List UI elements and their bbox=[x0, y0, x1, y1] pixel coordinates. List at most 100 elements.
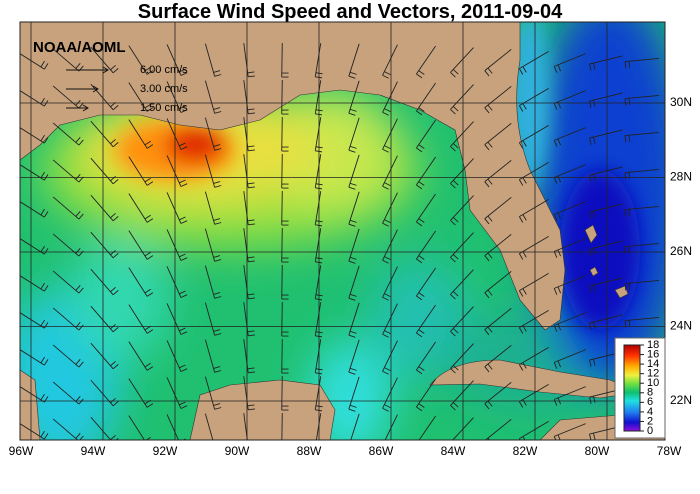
wind-vector bbox=[518, 161, 549, 186]
wind-vector bbox=[348, 302, 360, 338]
wind-vector bbox=[416, 119, 436, 153]
wind-vector bbox=[382, 377, 398, 412]
wind-vector bbox=[484, 122, 512, 151]
latitude-label: 30N bbox=[670, 95, 692, 109]
wind-vector bbox=[553, 164, 586, 184]
wind-vector bbox=[589, 55, 623, 71]
wind-vector bbox=[450, 232, 474, 263]
wind-vector bbox=[243, 302, 256, 337]
longitude-label: 86W bbox=[369, 444, 394, 458]
wind-vector bbox=[348, 191, 360, 227]
wind-vector bbox=[204, 339, 222, 373]
wind-vectors bbox=[20, 42, 659, 440]
wind-vector bbox=[348, 265, 360, 301]
axis-labels: 96W 94W 92W 90W 88W 86W 84W 82W 80W 78W 30N 28N 26N 2… bbox=[9, 95, 692, 458]
wind-vector bbox=[52, 344, 84, 368]
wind-vector bbox=[418, 415, 436, 440]
frame bbox=[19, 21, 666, 441]
longitude-label: 94W bbox=[81, 444, 106, 458]
wind-vector bbox=[484, 48, 512, 77]
wind-vector bbox=[128, 341, 154, 371]
wind-vector bbox=[416, 341, 436, 375]
wind-vector bbox=[384, 414, 398, 440]
wind-vector bbox=[166, 192, 188, 224]
wind-vector bbox=[128, 119, 154, 149]
wind-vector bbox=[348, 228, 360, 264]
wind-vector bbox=[243, 228, 256, 263]
wind-vector bbox=[204, 413, 214, 440]
graticule bbox=[20, 22, 665, 440]
wind-vector bbox=[416, 304, 436, 338]
colorbar-label: 8 bbox=[647, 387, 653, 399]
longitude-label: 78W bbox=[657, 444, 682, 458]
wind-vector bbox=[166, 377, 188, 409]
wind-vector bbox=[281, 42, 289, 78]
wind-vector bbox=[553, 201, 586, 221]
wind-vector bbox=[382, 340, 398, 375]
wind-vector bbox=[382, 44, 398, 79]
wind-vector bbox=[348, 339, 360, 375]
wind-vector bbox=[348, 154, 360, 190]
wind-vector bbox=[204, 302, 222, 336]
wind-vector bbox=[450, 47, 474, 78]
wind-vector bbox=[484, 270, 512, 299]
wind-vector bbox=[382, 155, 398, 190]
wind-vector bbox=[484, 381, 512, 410]
wind-vector bbox=[589, 129, 623, 145]
wind-vector bbox=[518, 235, 549, 260]
wind-vector bbox=[281, 338, 289, 374]
legend-arrow bbox=[66, 85, 99, 93]
wind-vector bbox=[624, 94, 659, 106]
wind-vector bbox=[348, 117, 360, 153]
wind-vector bbox=[90, 120, 119, 148]
wind-vector bbox=[204, 265, 222, 299]
wind-vector bbox=[348, 43, 360, 79]
wind-vector bbox=[416, 82, 436, 116]
colorbar-label: 16 bbox=[647, 348, 659, 360]
latitude-label: 22N bbox=[670, 393, 692, 407]
longitude-label: 82W bbox=[513, 444, 538, 458]
latitude-label: 24N bbox=[670, 319, 692, 333]
wind-vector bbox=[518, 346, 549, 371]
legend-label: 3.00 cm/s bbox=[140, 83, 188, 95]
wind-vector bbox=[589, 277, 623, 293]
map-body bbox=[20, 22, 665, 440]
wind-vector bbox=[450, 306, 474, 337]
wind-vector bbox=[90, 194, 119, 222]
wind-vector bbox=[204, 117, 222, 151]
wind-vector bbox=[624, 57, 659, 69]
wind-vector bbox=[52, 196, 84, 220]
wind-vector bbox=[128, 193, 154, 223]
wind-vector bbox=[166, 340, 188, 372]
wind-vector bbox=[484, 159, 512, 188]
wind-vector bbox=[450, 343, 474, 374]
wind-vector bbox=[450, 158, 474, 189]
legend-arrow bbox=[66, 66, 109, 74]
wind-vector bbox=[589, 203, 623, 219]
wind-vector bbox=[382, 303, 398, 338]
wind-vector bbox=[518, 124, 549, 149]
colorbar-label: 2 bbox=[647, 415, 653, 427]
wind-vector bbox=[281, 79, 289, 115]
wind-vector bbox=[450, 195, 474, 226]
latitude-label: 28N bbox=[670, 170, 692, 184]
wind-vector bbox=[204, 80, 222, 114]
wind-vector bbox=[416, 378, 436, 412]
source: NOAA/AOML bbox=[33, 39, 126, 56]
longitude-label: 96W bbox=[9, 444, 34, 458]
wind-vector bbox=[90, 342, 119, 370]
longitude-label: 80W bbox=[585, 444, 610, 458]
wind-vector bbox=[450, 84, 474, 115]
wind-vector bbox=[166, 229, 188, 261]
title: Surface Wind Speed and Vectors, 2011-09-… bbox=[138, 1, 563, 23]
wind-vector bbox=[128, 156, 154, 186]
wind-vector bbox=[350, 413, 360, 440]
wind-vector bbox=[166, 303, 188, 335]
wind-vector bbox=[553, 238, 586, 258]
longitude-label: 84W bbox=[441, 444, 466, 458]
wind-vector bbox=[624, 205, 659, 217]
wind-vector bbox=[382, 266, 398, 301]
wind-vector bbox=[52, 381, 84, 405]
wind-vector bbox=[450, 121, 474, 152]
